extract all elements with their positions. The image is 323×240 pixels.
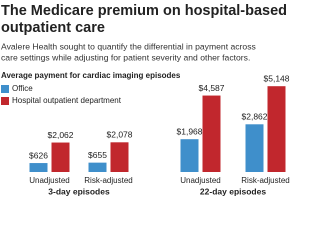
x-tick-label: Risk-adjusted	[241, 176, 289, 185]
bar	[245, 124, 264, 172]
legend-swatch	[1, 97, 9, 105]
legend-swatch	[1, 85, 9, 93]
x-tick-label: Unadjusted	[29, 176, 69, 185]
x-tick-label: Risk-adjusted	[84, 176, 132, 185]
value-label: $5,148	[264, 73, 290, 83]
value-label: $4,587	[199, 83, 225, 93]
panel-title: 3-day episodes	[48, 186, 110, 196]
title: The Medicare premium on hospital-based	[1, 3, 287, 19]
value-label: $1,968	[177, 126, 203, 136]
bar	[88, 162, 107, 172]
bar	[29, 163, 48, 172]
bar	[180, 139, 199, 172]
caption: Average payment for cardiac imaging epis…	[1, 71, 181, 80]
legend-label: Office	[12, 84, 33, 93]
bar	[202, 95, 221, 172]
panel-title: 22-day episodes	[200, 186, 266, 196]
subtitle: Avalere Health sought to quantify the di…	[1, 41, 256, 51]
bar	[267, 86, 286, 172]
value-label: $2,078	[107, 130, 133, 140]
x-tick-label: Unadjusted	[180, 176, 220, 185]
chart: The Medicare premium on hospital-based o…	[1, 3, 290, 196]
bar	[110, 142, 129, 172]
title: outpatient care	[1, 20, 105, 36]
value-label: $2,862	[242, 112, 268, 122]
value-label: $2,062	[48, 130, 74, 140]
legend-label: Hospital outpatient department	[12, 96, 122, 105]
bar	[51, 142, 70, 172]
value-label: $626	[29, 150, 48, 160]
value-label: $655	[88, 150, 107, 160]
subtitle: care settings while adjusting for patien…	[1, 52, 250, 62]
